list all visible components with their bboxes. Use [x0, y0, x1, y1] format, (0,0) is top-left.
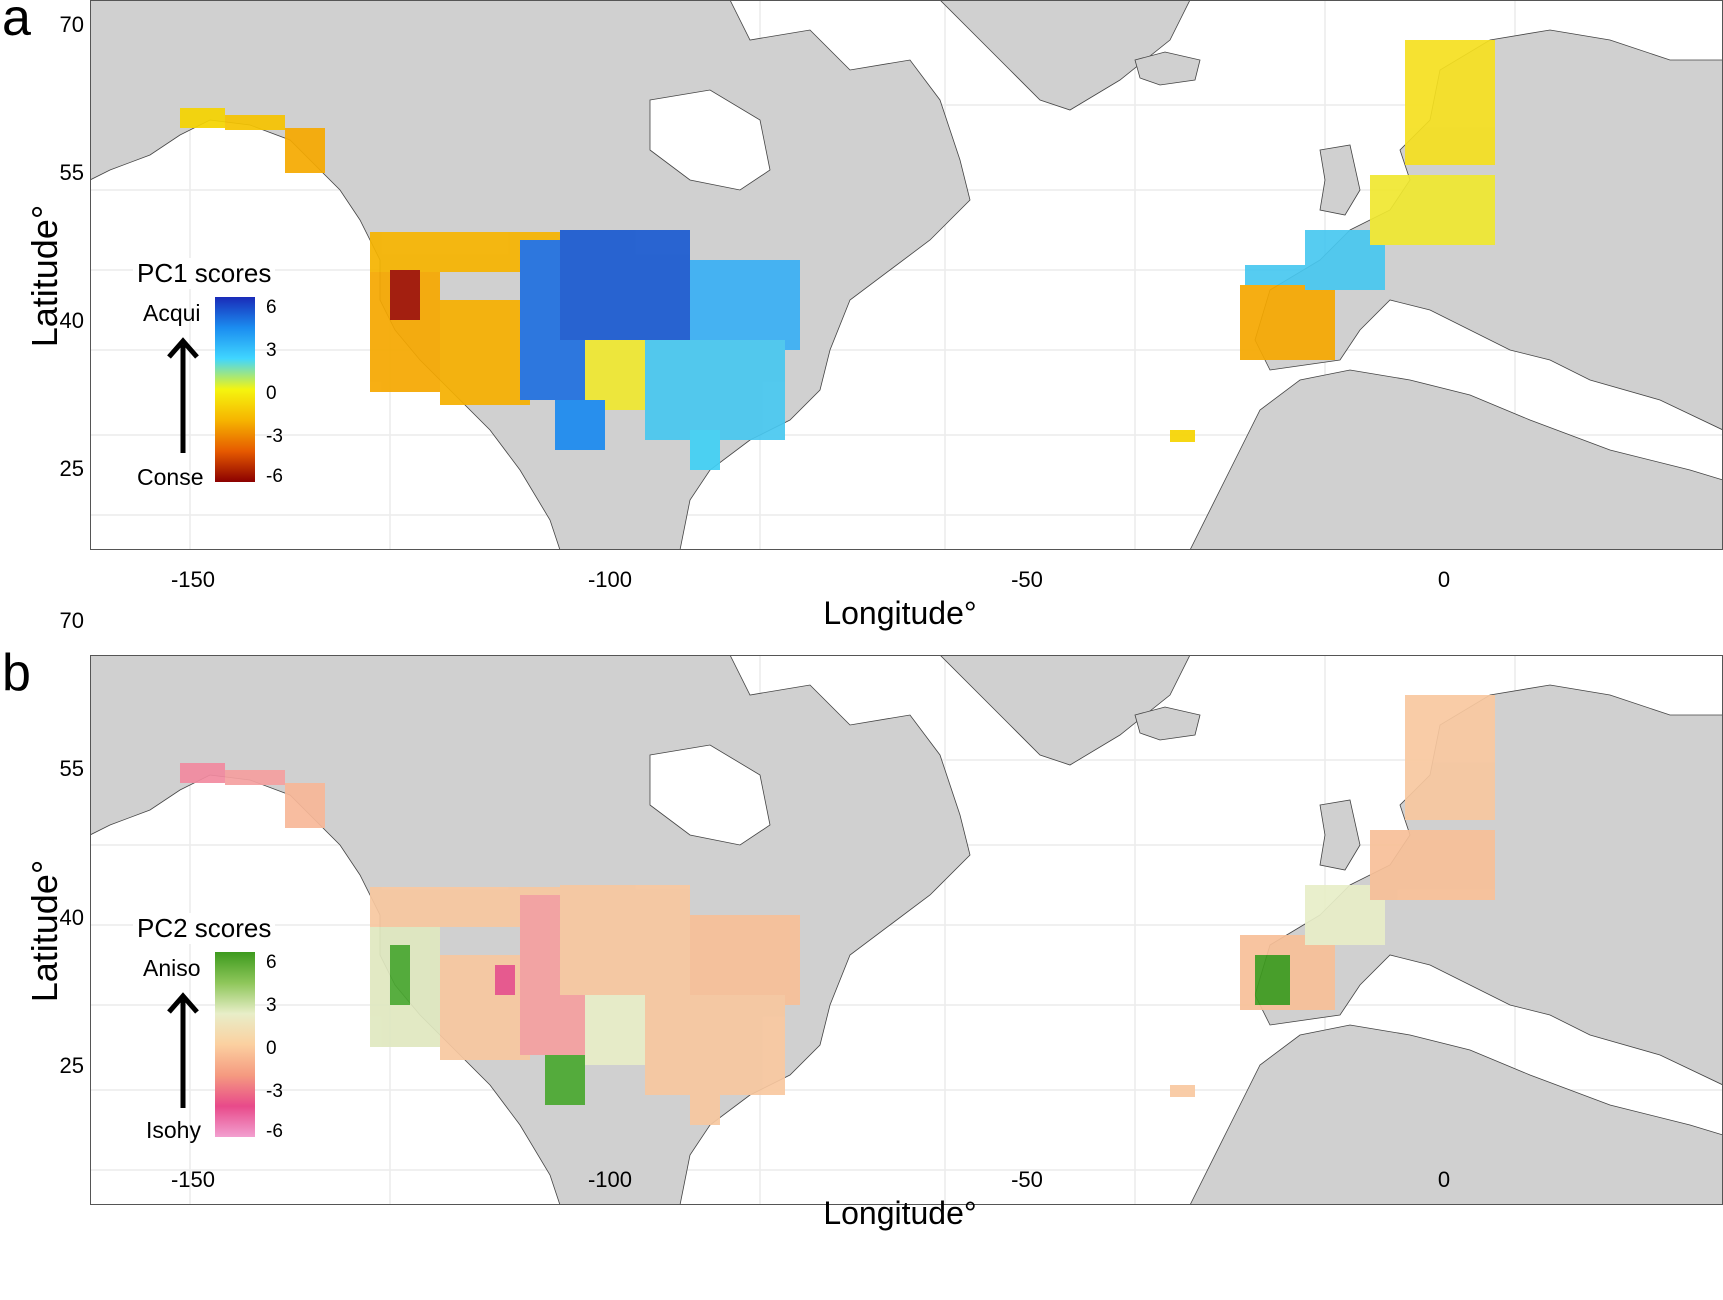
- legend-tick-label: -6: [266, 1121, 283, 1142]
- greenland-landmass: [939, 0, 1191, 111]
- panel-letter: a: [2, 0, 31, 47]
- legend-tick-label: 0: [266, 1038, 277, 1059]
- pc2-score-cells: [180, 695, 1495, 1125]
- legend-top-label: Aniso: [143, 955, 201, 981]
- color-scale-bar: [215, 297, 255, 482]
- x-axis-label: Longitude°: [823, 1195, 977, 1231]
- map-canvas: [90, 0, 1723, 550]
- legend-tick-label: 3: [266, 995, 277, 1016]
- x-tick-label: -50: [1011, 567, 1043, 592]
- legend-tick-label: 6: [266, 297, 277, 318]
- y-tick-label: 70: [59, 12, 84, 37]
- legend-tick-label: -3: [266, 1081, 283, 1102]
- color-scale-bar: [215, 952, 255, 1137]
- x-tick-label: -50: [1011, 1167, 1043, 1192]
- map-plot: [90, 655, 1723, 1205]
- map-plot: [90, 0, 1723, 550]
- map-panel-a: a: [0, 0, 1723, 645]
- x-tick-label: -150: [170, 567, 216, 592]
- greenland-landmass: [939, 655, 1191, 766]
- x-tick-label: 0: [1437, 1167, 1451, 1192]
- x-tick-label: -100: [587, 1167, 633, 1192]
- y-tick-label: 25: [59, 1053, 84, 1078]
- legend-top-label: Acqui: [143, 300, 201, 326]
- map-panel-b: b: [0, 608, 1723, 1300]
- legend-tick-label: 3: [266, 340, 277, 361]
- legend-tick-label: 6: [266, 952, 277, 973]
- arrow-up-icon: [167, 337, 199, 453]
- legend-tick-label: -3: [266, 426, 283, 447]
- africa-landmass: [1189, 1024, 1723, 1205]
- y-tick-label: 70: [59, 608, 84, 633]
- legend-tick-label: -6: [266, 466, 283, 487]
- pc1-score-cells: [180, 40, 1495, 470]
- legend-bottom-label: Conse: [137, 464, 204, 490]
- x-tick-label: -150: [170, 1167, 216, 1192]
- y-tick-label: 55: [59, 756, 84, 781]
- y-tick-label: 25: [59, 456, 84, 481]
- x-axis-label: Longitude°: [823, 595, 977, 631]
- x-tick-label: 0: [1437, 567, 1451, 592]
- africa-landmass: [1189, 369, 1723, 550]
- y-tick-label: 40: [59, 905, 84, 930]
- x-tick-label: -100: [587, 567, 633, 592]
- y-tick-label: 40: [59, 308, 84, 333]
- panel-letter: b: [2, 644, 31, 702]
- y-axis-label: Latitude°: [24, 859, 65, 1003]
- legend-bottom-label: Isohy: [146, 1117, 201, 1143]
- map-canvas: [90, 655, 1723, 1205]
- legend-tick-label: 0: [266, 383, 277, 404]
- legend-title: PC2 scores: [133, 913, 276, 944]
- arrow-up-icon: [167, 992, 199, 1108]
- legend-title: PC1 scores: [133, 258, 276, 289]
- y-tick-label: 55: [59, 160, 84, 185]
